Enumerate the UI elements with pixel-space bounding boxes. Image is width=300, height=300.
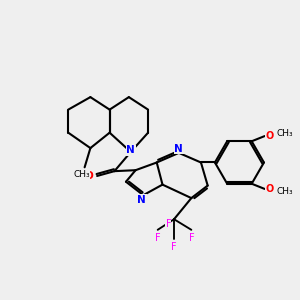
Text: O: O xyxy=(265,131,274,141)
Text: O: O xyxy=(265,184,274,194)
Text: CH₃: CH₃ xyxy=(74,170,90,179)
Text: N: N xyxy=(126,146,135,155)
Text: F: F xyxy=(166,219,171,229)
Text: F: F xyxy=(188,233,194,243)
Text: N: N xyxy=(137,194,146,205)
Text: CH₃: CH₃ xyxy=(276,187,293,196)
Text: F: F xyxy=(155,233,161,243)
Text: CH₃: CH₃ xyxy=(276,129,293,138)
Text: F: F xyxy=(171,242,177,252)
Text: O: O xyxy=(85,171,94,181)
Text: N: N xyxy=(175,144,183,154)
